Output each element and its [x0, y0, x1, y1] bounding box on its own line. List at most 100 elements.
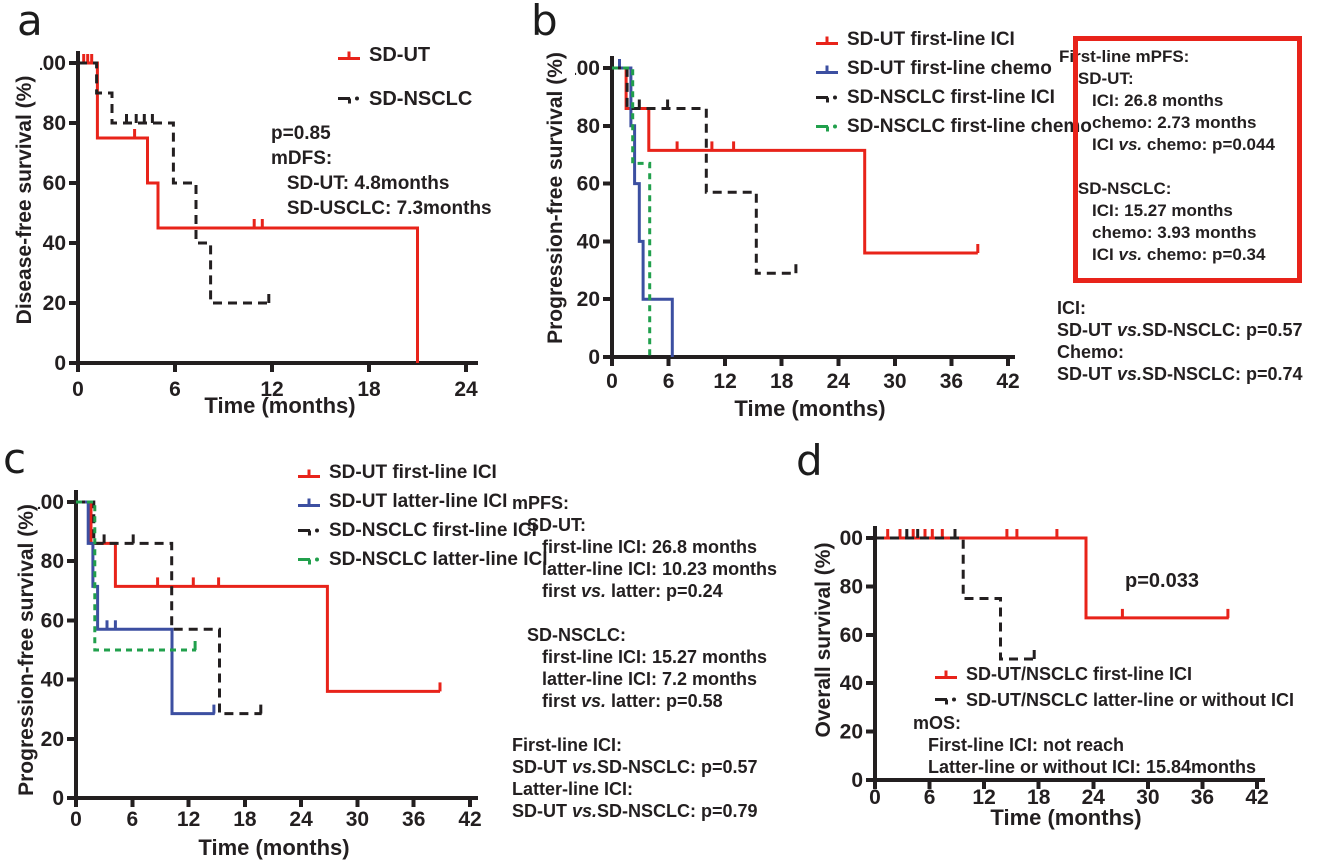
x-tick-label: 12: [177, 808, 200, 831]
x-tick-label: 36: [1191, 786, 1214, 809]
legend-label: SD-NSCLC: [369, 88, 473, 110]
legend-item: SD-NSCLC latter-line ICI: [296, 549, 548, 571]
km-curve: [78, 61, 419, 363]
panel-c-letter: c: [3, 434, 27, 483]
x-tick-label: 30: [346, 808, 369, 831]
y-tick-label: 60: [577, 173, 600, 196]
y-tick-label: 40: [41, 669, 64, 692]
legend-solid-marker-icon: [816, 36, 838, 45]
y-tick-label: 80: [840, 575, 863, 598]
legend-item: SD-NSCLC first-line chemo: [814, 116, 1092, 138]
y-tick-label: 60: [840, 624, 863, 647]
legend-solid-marker-icon: [298, 469, 320, 478]
legend-label: SD-UT: [369, 44, 431, 66]
km-curve: [78, 61, 271, 305]
panel-c-group-comparison-text: First-line ICI: SD-UT vs.SD-NSCLC: p=0.57…: [512, 735, 758, 821]
y-tick-label: 100: [38, 491, 64, 514]
y-tick-label: 0: [54, 352, 66, 375]
y-tick-label: 0: [52, 787, 64, 810]
x-tick-label: 0: [70, 808, 82, 831]
x-tick-label: 12: [972, 786, 995, 809]
y-tick-label: 0: [851, 769, 863, 792]
y-tick-label: 20: [577, 288, 600, 311]
legend-label: SD-UT/NSCLC first-line ICI: [966, 664, 1193, 684]
x-tick-label: 12: [713, 370, 736, 393]
panel-a-letter: a: [17, 0, 43, 45]
x-tick-label: 6: [663, 370, 675, 393]
y-tick-label: 80: [43, 112, 66, 135]
x-tick-label: 12: [260, 378, 283, 401]
panel-c-mpfs-text: mPFS: SD-UT: first-line ICI: 26.8 months…: [512, 493, 778, 711]
panel-b-km-plot: 0 20 40 60 80 100 0 6 12 18 24 30 36 42: [575, 56, 1020, 393]
panel-a-stats-text: p=0.85 mDFS: SD-UT: 4.8months SD-USCLC: 7…: [271, 123, 492, 219]
legend-label: SD-UT first-line ICI: [329, 462, 497, 483]
panel-b-first-line-mpfs-text: First-line mPFS: SD-UT: ICI: 26.8 months…: [1059, 47, 1275, 264]
km-curve: [76, 500, 440, 693]
y-tick-label: 80: [41, 550, 64, 573]
km-curve: [875, 536, 1229, 620]
x-tick-label: 6: [126, 808, 138, 831]
x-tick-label: 0: [869, 786, 881, 809]
x-tick-label: 36: [940, 370, 963, 393]
x-tick-label: 24: [1082, 786, 1106, 809]
x-tick-label: 18: [357, 378, 381, 401]
panel-a-legend: SD-UT SD-NSCLC: [336, 44, 472, 111]
y-tick-label: 100: [575, 57, 600, 80]
km-curve: [612, 66, 797, 275]
legend-dashed-marker-icon: [935, 697, 956, 705]
panel-c-km-plot: 0 20 40 60 80 100 0 6 12 18 24 30 36 42: [38, 490, 482, 831]
panel-d-km-plot: 0 20 40 60 80 100 0 6 12 18 24 30 36 42: [840, 526, 1269, 809]
x-tick-label: 24: [827, 370, 851, 393]
legend-label: SD-NSCLC first-line ICI: [847, 87, 1055, 108]
legend-item: SD-NSCLC first-line ICI: [814, 87, 1092, 109]
x-tick-label: 0: [72, 378, 84, 401]
y-tick-label: 20: [840, 721, 863, 744]
panel-b-x-axis-title: Time (months): [734, 396, 886, 421]
x-tick-label: 30: [1136, 786, 1159, 809]
y-tick-label: 0: [588, 346, 600, 369]
panel-b-letter: b: [531, 0, 558, 45]
x-tick-label: 6: [924, 786, 936, 809]
x-tick-label: 30: [883, 370, 906, 393]
legend-dashed-marker-icon: [338, 96, 359, 104]
axes: [873, 526, 1265, 782]
y-tick-label: 60: [41, 609, 64, 632]
panel-a-x-axis-title: Time (months): [204, 393, 356, 418]
legend-item: SD-NSCLC first-line ICI: [296, 520, 548, 542]
legend-dashed-marker-icon: [298, 557, 319, 564]
panel-b-group-comparison-text: ICI: SD-UT vs.SD-NSCLC: p=0.57 Chemo: SD-UT…: [1057, 298, 1303, 384]
panel-a-y-axis-title: Disease-free survival (%): [13, 75, 36, 325]
panel-b-legend: SD-UT first-line ICI SD-UT first-line che…: [814, 29, 1092, 138]
legend-dashed-marker-icon: [298, 528, 319, 535]
axes: [74, 490, 478, 800]
legend-item: SD-UT: [336, 44, 472, 67]
x-tick-label: 42: [996, 370, 1019, 393]
axes: [610, 56, 1015, 359]
legend-label: SD-UT first-line chemo: [847, 58, 1052, 79]
legend-label: SD-NSCLC first-line ICI: [329, 520, 537, 541]
legend-dashed-marker-icon: [816, 124, 837, 131]
legend-label: SD-UT/NSCLC latter-line or without ICI: [966, 690, 1294, 710]
panel-d-letter: d: [796, 436, 823, 485]
legend-label: SD-UT first-line ICI: [847, 29, 1015, 50]
x-tick-label: 18: [1027, 786, 1051, 809]
legend-item: SD-UT latter-line ICI: [296, 491, 548, 513]
panel-d-x-axis-title: Time (months): [990, 805, 1142, 830]
x-tick-label: 0: [606, 370, 618, 393]
legend-item: SD-UT/NSCLC first-line ICI: [933, 664, 1294, 685]
km-curve: [76, 500, 215, 716]
legend-item: SD-UT first-line chemo: [814, 58, 1092, 80]
km-curve: [612, 66, 674, 357]
y-tick-label: 40: [43, 232, 66, 255]
panel-a-km-plot: 0 20 40 60 80 100 0 6 12 18 24: [40, 51, 478, 401]
km-curve: [875, 536, 1036, 661]
x-tick-label: 36: [402, 808, 425, 831]
y-tick-label: 20: [43, 292, 66, 315]
y-tick-label: 40: [840, 672, 863, 695]
x-tick-label: 24: [289, 808, 313, 831]
km-curve: [76, 500, 197, 652]
panel-d-y-axis-title: Overall survival (%): [812, 542, 835, 738]
panel-c-legend: SD-UT first-line ICI SD-UT latter-line IC…: [296, 462, 548, 571]
legend-solid-marker-icon: [298, 498, 320, 507]
y-tick-label: 60: [43, 172, 66, 195]
